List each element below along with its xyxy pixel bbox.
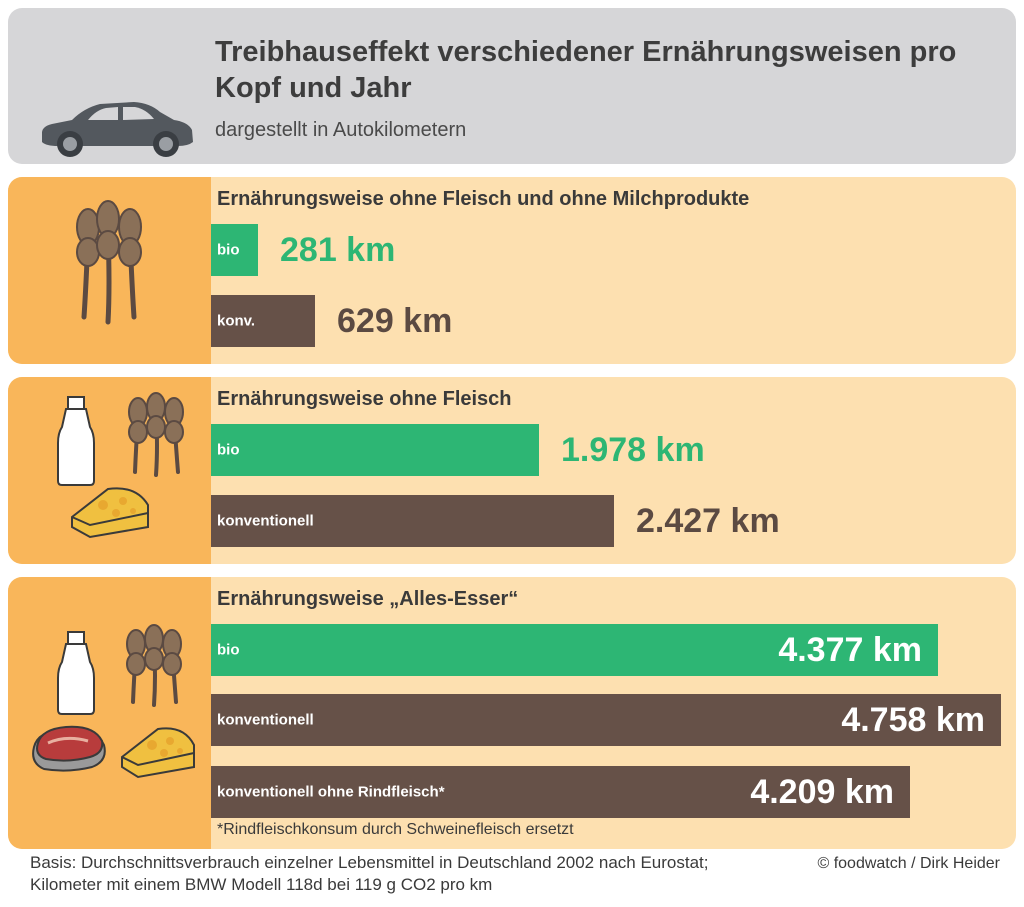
bar-group1-konv: konv. xyxy=(211,295,315,347)
cheese-icon xyxy=(71,487,149,539)
credit: © foodwatch / Dirk Heider xyxy=(817,855,1000,872)
value-group2-konv: 2.427 km xyxy=(636,502,780,540)
panel-vegan: Ernährungsweise ohne Fleisch und ohne Mi… xyxy=(8,177,1016,364)
bar-group1-bio: bio xyxy=(211,224,258,276)
header: Treibhauseffekt verschiedener Ernährungs… xyxy=(8,8,1016,164)
milk-bottle-icon xyxy=(57,396,95,486)
group-title: Ernährungsweise ohne Fleisch xyxy=(217,388,512,410)
value-group1-konv: 629 km xyxy=(337,302,453,340)
source-line-1: Basis: Durchschnittsverbrauch einzelner … xyxy=(30,853,709,872)
bar-label: konventionell xyxy=(217,711,314,729)
chart-subtitle: dargestellt in Autokilometern xyxy=(215,119,467,141)
bar-label: konv. xyxy=(217,312,256,330)
icon-column xyxy=(8,177,211,364)
bar-label: konventionell ohne Rindfleisch* xyxy=(217,783,445,801)
source-line-2: Kilometer mit einem BMW Modell 118d bei … xyxy=(30,875,493,894)
value-group3-konv-ohne-rind: 4.209 km xyxy=(750,773,894,811)
bar-label: bio xyxy=(217,641,240,659)
bar-label: bio xyxy=(217,241,240,259)
group-title: Ernährungsweise „Alles-Esser“ xyxy=(217,588,519,610)
wheat-icon xyxy=(128,392,184,477)
steak-icon xyxy=(32,725,106,772)
source-note: Basis: Durchschnittsverbrauch einzelner … xyxy=(30,852,708,896)
footnote: *Rindfleischkonsum durch Schweinefleisch… xyxy=(217,821,574,838)
value-group3-bio: 4.377 km xyxy=(778,631,922,669)
bar-group2-konv: konventionell xyxy=(211,495,614,547)
car-icon xyxy=(42,102,193,157)
bar-group2-bio: bio xyxy=(211,424,539,476)
panel-vegetarian: Ernährungsweise ohne Fleisch bio 1.978 k… xyxy=(8,377,1016,564)
icon-column xyxy=(8,577,211,849)
cheese-icon xyxy=(121,727,195,779)
bar-group3-konv-ohne-rind: konventionell ohne Rindfleisch* xyxy=(211,766,910,818)
value-group3-konv: 4.758 km xyxy=(841,701,985,739)
icon-column xyxy=(8,377,211,564)
bar-group3-bio: bio xyxy=(211,624,938,676)
panel-omnivore: Ernährungsweise „Alles-Esser“ bio 4.377 … xyxy=(8,577,1016,849)
wheat-icon xyxy=(76,200,142,325)
bar-label: bio xyxy=(217,441,240,459)
bar-label: konventionell xyxy=(217,512,314,530)
wheat-icon xyxy=(126,624,182,707)
value-group2-bio: 1.978 km xyxy=(561,431,705,469)
chart-title: Treibhauseffekt verschiedener Ernährungs… xyxy=(215,36,957,104)
value-group1-bio: 281 km xyxy=(280,231,396,269)
bar-group3-konv: konventionell xyxy=(211,694,1001,746)
milk-bottle-icon xyxy=(57,631,95,715)
group-title: Ernährungsweise ohne Fleisch und ohne Mi… xyxy=(217,188,750,210)
